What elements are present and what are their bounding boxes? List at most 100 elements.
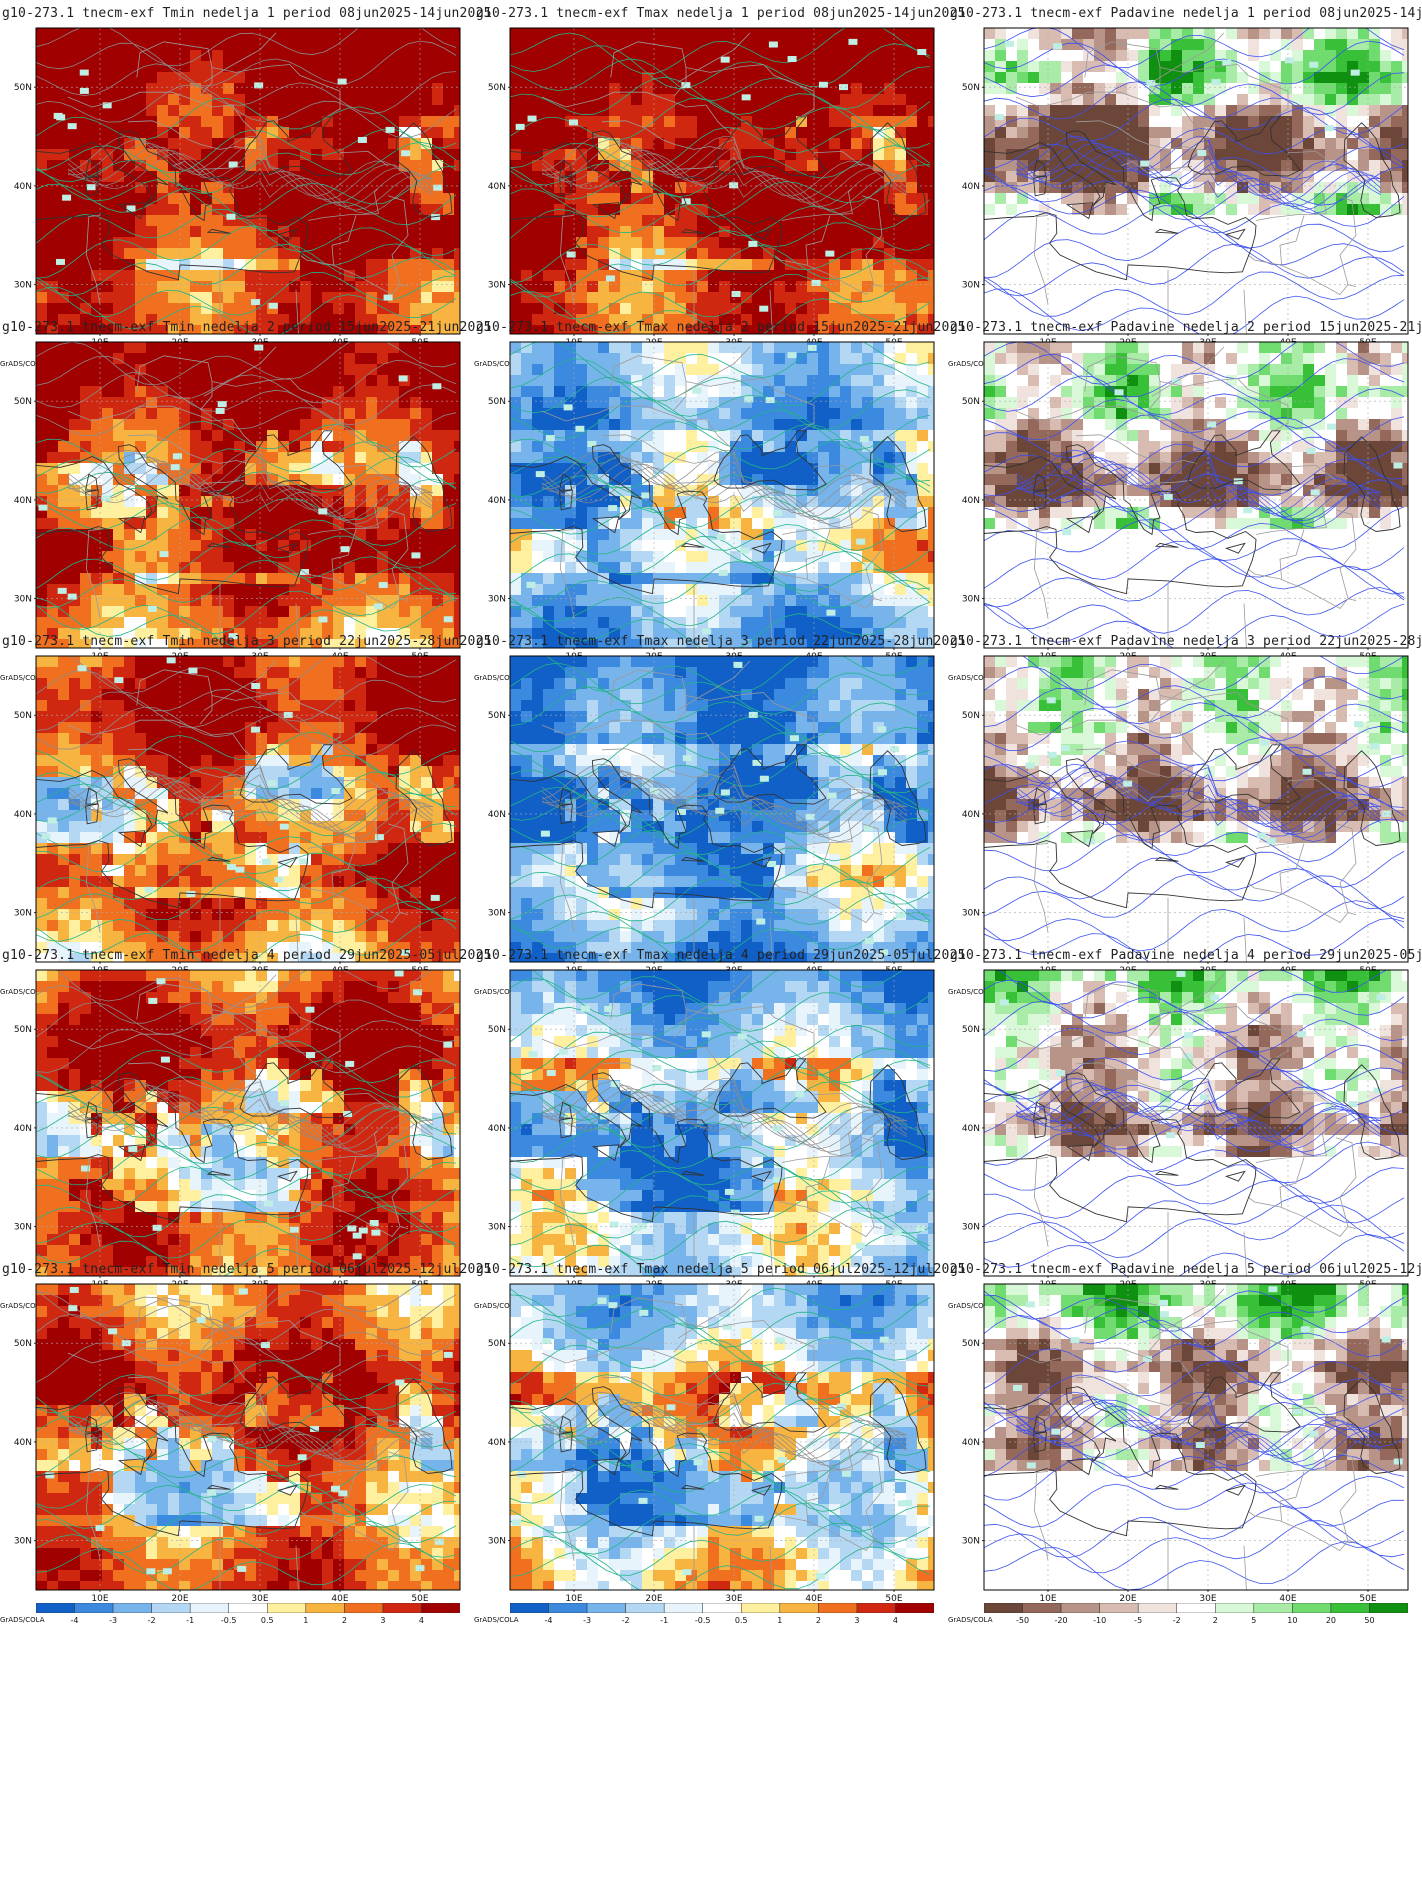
grads-cola-tag: GrADS/COLA: [474, 1302, 519, 1310]
colorbar-swatch: [1022, 1603, 1062, 1613]
lat-tick-label: 40N: [488, 1124, 506, 1134]
lat-tick-label: 30N: [962, 1223, 980, 1233]
precip-map-panel: g10-273.1 tnecm-exf Padavine nedelja 4 p…: [948, 942, 1422, 1321]
colorbar-swatch: [267, 1603, 307, 1613]
grads-cola-tag: GrADS/COLA: [948, 1302, 993, 1310]
lon-tick-label: 40E: [1279, 1594, 1296, 1604]
lat-tick-label: 40N: [14, 1438, 32, 1448]
colorbar-swatch: [1137, 1603, 1177, 1613]
lat-tick-label: 40N: [14, 496, 32, 506]
grads-cola-tag: GrADS/COLA: [0, 1616, 45, 1624]
colorbar-label: -4: [544, 1616, 553, 1625]
grads-cola-tag: GrADS/COLA: [474, 988, 519, 996]
lat-tick-label: 40N: [962, 1124, 980, 1134]
colorbar-label: 4: [892, 1616, 898, 1625]
colorbar-label: -2: [147, 1616, 156, 1625]
colorbar-swatch: [228, 1603, 268, 1613]
colorbar-label: -20: [1054, 1616, 1068, 1625]
colorbar-label: 1: [777, 1616, 783, 1625]
panel-title: g10-273.1 tnecm-exf Tmin nedelja 5 perio…: [2, 1262, 492, 1277]
colorbar-swatch: [1060, 1603, 1100, 1613]
lat-tick-label: 30N: [962, 1537, 980, 1547]
tmin-map-panel: g10-273.1 tnecm-exf Tmin nedelja 5 perio…: [0, 1256, 492, 1635]
colorbar-swatch: [74, 1603, 114, 1613]
colorbar-swatch: [984, 1603, 1023, 1613]
colorbar-swatch: [1369, 1603, 1408, 1613]
lat-tick-label: 50N: [488, 397, 506, 407]
lat-tick-label: 40N: [488, 496, 506, 506]
lat-tick-label: 40N: [962, 810, 980, 820]
lon-tick-label: 30E: [251, 1594, 268, 1604]
lat-tick-label: 40N: [488, 810, 506, 820]
lat-tick-label: 50N: [488, 1025, 506, 1035]
lat-tick-label: 50N: [488, 711, 506, 721]
lat-tick-label: 40N: [488, 182, 506, 192]
colorbar-swatch: [1330, 1603, 1370, 1613]
panel-title: g10-273.1 tnecm-exf Padavine nedelja 3 p…: [950, 634, 1422, 649]
colorbar-swatch: [663, 1603, 703, 1613]
tmin-map-panel: g10-273.1 tnecm-exf Tmin nedelja 3 perio…: [0, 628, 492, 1007]
panel-title: g10-273.1 tnecm-exf Padavine nedelja 5 p…: [950, 1262, 1422, 1277]
colorbar-swatch: [189, 1603, 229, 1613]
panel-title: g10-273.1 tnecm-exf Tmin nedelja 1 perio…: [2, 6, 492, 21]
colorbar-label: 50: [1364, 1616, 1375, 1625]
precip-map-panel: g10-273.1 tnecm-exf Padavine nedelja 5 p…: [948, 1256, 1422, 1635]
colorbar-label: 4: [418, 1616, 424, 1625]
lon-tick-label: 30E: [1199, 1594, 1216, 1604]
colorbar-swatch: [1292, 1603, 1332, 1613]
lat-tick-label: 50N: [488, 1339, 506, 1349]
lat-tick-label: 40N: [488, 1438, 506, 1448]
colorbar-swatch: [1215, 1603, 1255, 1613]
panel-title: g10-273.1 tnecm-exf Tmin nedelja 4 perio…: [2, 948, 492, 963]
colorbar-swatch: [112, 1603, 152, 1613]
lon-tick-label: 40E: [331, 1594, 348, 1604]
colorbar-swatch: [305, 1603, 345, 1613]
colorbar-swatch: [818, 1603, 858, 1613]
colorbar-label: -1: [186, 1616, 195, 1625]
colorbar: [510, 1603, 934, 1613]
colorbar-label: -3: [109, 1616, 118, 1625]
colorbar-label: -0.5: [694, 1616, 711, 1625]
grads-cola-tag: GrADS/COLA: [474, 360, 519, 368]
lat-tick-label: 50N: [962, 1025, 980, 1035]
lon-tick-label: 20E: [645, 1594, 662, 1604]
lat-tick-label: 30N: [962, 909, 980, 919]
colorbar-swatch: [1176, 1603, 1216, 1613]
tmax-map-panel: g10-273.1 tnecm-exf Tmax nedelja 4 perio…: [474, 942, 966, 1321]
lon-tick-label: 50E: [885, 1594, 902, 1604]
lat-tick-label: 30N: [488, 1537, 506, 1547]
grads-cola-tag: GrADS/COLA: [948, 360, 993, 368]
colorbar-swatch: [779, 1603, 819, 1613]
panel-title: g10-273.1 tnecm-exf Padavine nedelja 2 p…: [950, 320, 1422, 335]
colorbar-label: 10: [1287, 1616, 1298, 1625]
lat-tick-label: 50N: [488, 83, 506, 93]
colorbar-label: 0.5: [260, 1616, 274, 1625]
lat-tick-label: 30N: [488, 909, 506, 919]
colorbar-label: 5: [1251, 1616, 1257, 1625]
grads-cola-tag: GrADS/COLA: [0, 1302, 45, 1310]
lat-tick-label: 40N: [14, 1124, 32, 1134]
lat-tick-label: 50N: [962, 711, 980, 721]
lat-tick-label: 30N: [14, 1537, 32, 1547]
panel-title: g10-273.1 tnecm-exf Tmin nedelja 3 perio…: [2, 634, 492, 649]
lat-tick-label: 30N: [962, 281, 980, 291]
panel-title: g10-273.1 tnecm-exf Padavine nedelja 1 p…: [950, 6, 1422, 21]
grads-cola-tag: GrADS/COLA: [948, 1616, 993, 1624]
grads-cola-tag: GrADS/COLA: [0, 360, 45, 368]
colorbar-swatch: [548, 1603, 588, 1613]
panel-title: g10-273.1 tnecm-exf Tmax nedelja 1 perio…: [476, 6, 966, 21]
panel-title: g10-273.1 tnecm-exf Tmax nedelja 4 perio…: [476, 948, 966, 963]
lon-tick-label: 20E: [1119, 1594, 1136, 1604]
colorbar-label: 2: [1212, 1616, 1218, 1625]
colorbar-label: -4: [70, 1616, 79, 1625]
